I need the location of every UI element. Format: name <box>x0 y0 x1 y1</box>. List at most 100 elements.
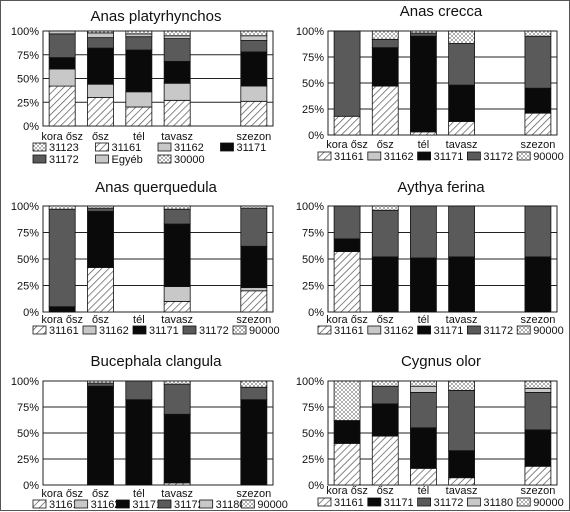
bar-segment <box>524 112 552 136</box>
x-tick-label: tél <box>418 485 430 497</box>
bar-segment <box>240 399 268 486</box>
x-tick-label: szezon <box>236 131 271 143</box>
bar-segment <box>240 386 268 401</box>
x-tick-label: tél <box>133 488 145 500</box>
legend-swatch <box>466 497 481 507</box>
x-tick-label: ősz <box>377 485 394 497</box>
legend-label: 31161 <box>49 325 79 337</box>
legend-swatch <box>82 325 97 335</box>
bar-segment <box>163 413 191 484</box>
bar-segment <box>448 256 475 313</box>
x-tick-label: kora ősz <box>326 139 368 151</box>
bar-segment <box>333 380 361 421</box>
bar-segment <box>87 30 114 34</box>
legend-label: 31172 <box>483 325 513 337</box>
x-tick-label: kora ősz <box>41 131 83 143</box>
bar-segment <box>163 380 191 385</box>
bar-segment <box>163 82 191 101</box>
bar-segment <box>524 429 552 467</box>
legend-swatch <box>466 151 481 161</box>
legend-label: 31161 <box>334 497 364 509</box>
bar-segment <box>48 205 76 210</box>
y-tick-label: 50% <box>17 74 39 86</box>
legend-label: 90000 <box>533 325 564 337</box>
y-tick-label: 0% <box>308 307 324 319</box>
y-tick-label: 50% <box>302 254 324 266</box>
y-tick-label: 0% <box>23 480 39 492</box>
bar-segment <box>125 399 153 486</box>
bar-segment <box>87 32 114 39</box>
legend-label: 31162 <box>384 151 414 163</box>
y-tick-label: 100% <box>11 201 39 213</box>
x-tick-label: tél <box>133 131 145 143</box>
bar-segment <box>410 427 437 469</box>
legend-label: 31171 <box>132 499 162 511</box>
bar-segment <box>448 450 475 479</box>
legend-swatch <box>317 151 332 161</box>
bar-segment <box>524 256 552 313</box>
y-tick-label: 75% <box>17 228 39 240</box>
legend-swatch <box>417 151 432 161</box>
y-tick-label: 100% <box>296 201 324 213</box>
x-tick-label: ősz <box>92 314 109 326</box>
bar-segment <box>333 115 361 136</box>
bar-segment <box>410 257 437 313</box>
legend-label: 31162 <box>384 325 414 337</box>
chart-panel: Aythya ferina 0% 25% 50% 75% 100% kora ősz ősz t… <box>296 179 564 337</box>
legend-label: 31172 <box>434 497 464 509</box>
plot-frame <box>42 30 274 127</box>
bar-segment <box>371 385 399 405</box>
bar-segment <box>524 465 552 486</box>
legend-swatch <box>417 325 432 335</box>
x-tick-label: kora ősz <box>41 488 83 500</box>
bar-segment <box>125 106 153 127</box>
y-tick-label: 0% <box>308 480 324 492</box>
bar-segment <box>87 37 114 49</box>
legend-label: 31172 <box>483 151 513 163</box>
legend-swatch <box>157 154 172 164</box>
y-tick-label: 100% <box>11 376 39 388</box>
y-tick-label: 50% <box>302 78 324 90</box>
bar-segment <box>125 33 153 38</box>
bar-segment <box>240 100 268 127</box>
x-tick-label: ősz <box>92 131 109 143</box>
bar-segment <box>48 30 76 35</box>
bar-segment <box>524 35 552 89</box>
bar-segment <box>87 205 114 209</box>
bar-segment <box>410 467 437 486</box>
bar-segment <box>333 238 361 252</box>
bar-segment <box>410 385 437 393</box>
bar-segment <box>333 30 361 117</box>
bar-segment <box>371 47 399 87</box>
legend-swatch <box>132 325 147 335</box>
bar-segment <box>87 267 114 313</box>
plot-frame <box>327 30 558 136</box>
bar-segment <box>240 85 268 102</box>
x-tick-label: szezon <box>236 488 271 500</box>
chart-panel: Cygnus olor 0% 25% 50% 75% 100% kora ősz ősz tél… <box>296 353 564 509</box>
y-tick-label: 50% <box>17 254 39 266</box>
legend-label: 31171 <box>434 325 464 337</box>
legend-label: 30000 <box>174 154 205 166</box>
chart-panel: Anas crecca 0% 25% 50% 75% 100% kora ősz ősz tél… <box>296 3 564 163</box>
plot-frame <box>42 205 274 313</box>
x-tick-label: ősz <box>92 488 109 500</box>
bar-segment <box>48 68 76 87</box>
bar-segment <box>48 85 76 127</box>
bar-segment <box>87 97 114 127</box>
bar-segment <box>125 380 153 401</box>
x-tick-label: kora ősz <box>326 485 368 497</box>
legend-swatch <box>367 151 382 161</box>
bar-segment <box>410 35 437 133</box>
bar-segment <box>448 30 475 44</box>
legend-label: 31172 <box>199 325 229 337</box>
y-tick-label: 0% <box>23 121 39 133</box>
chart-panel: Bucephala clangula 0% 25% 50% 75% 100% kora ős… <box>11 353 288 511</box>
bar-segment <box>448 389 475 452</box>
bar-segment <box>125 36 153 51</box>
bar-segment <box>410 392 437 429</box>
y-tick-label: 75% <box>17 402 39 414</box>
bar-segment <box>87 207 114 212</box>
